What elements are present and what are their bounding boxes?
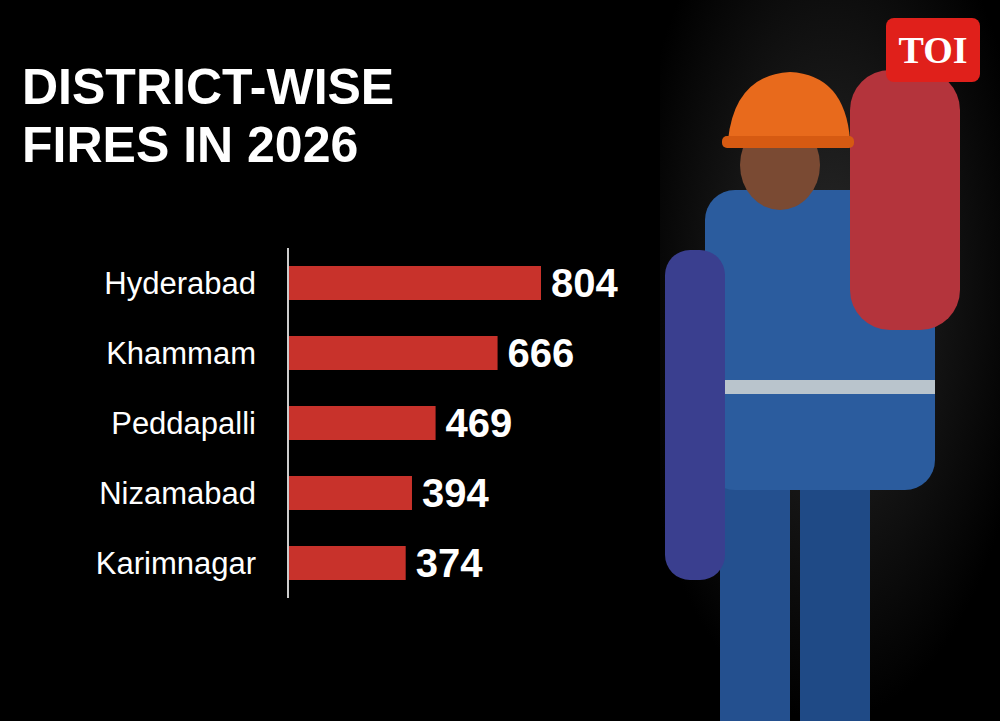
html-text:DISTRICT-WISE FIRES IN 2026: DISTRICT-WISE FIRES IN 2026 [22, 59, 395, 173]
svg-text:Peddapalli: Peddapalli [111, 406, 256, 441]
svg-text:Nizamabad: Nizamabad [99, 476, 256, 511]
svg-text:374: 374 [416, 541, 483, 585]
svg-text:Karimnagar: Karimnagar [96, 546, 256, 581]
svg-text:Hyderabad: Hyderabad [104, 266, 256, 301]
svg-text:469: 469 [446, 401, 513, 445]
svg-text:804: 804 [551, 261, 618, 305]
svg-text:Khammam: Khammam [106, 336, 256, 371]
html-text:TOI: TOI [898, 29, 968, 71]
svg-text:394: 394 [422, 471, 489, 515]
svg-text:666: 666 [508, 331, 575, 375]
